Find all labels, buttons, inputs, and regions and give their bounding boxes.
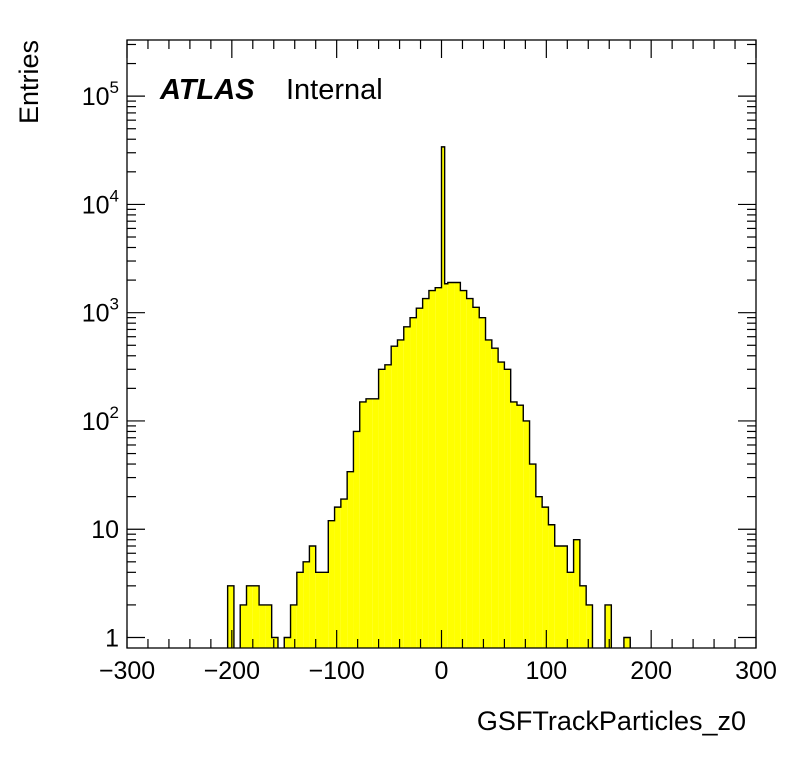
histogram-bar xyxy=(504,369,511,648)
histogram-bar xyxy=(548,524,555,648)
plot-frame xyxy=(126,39,757,649)
y-axis-title: Entries xyxy=(14,40,44,124)
histogram-bar xyxy=(309,546,316,648)
histogram-bar xyxy=(416,308,423,648)
histogram-bar xyxy=(447,282,455,648)
histogram-bar xyxy=(378,369,385,648)
histogram-bar xyxy=(271,637,278,648)
histogram-bar xyxy=(529,464,536,648)
histogram-bar-peak xyxy=(441,146,445,649)
histogram-bar xyxy=(561,546,568,648)
histogram-bar xyxy=(479,317,486,648)
histogram-bar xyxy=(397,339,404,648)
histogram-bar xyxy=(410,317,417,648)
histogram-bar xyxy=(554,546,562,648)
histogram-bar xyxy=(384,364,392,648)
histogram-bar xyxy=(567,572,574,648)
histogram-bar xyxy=(491,348,499,648)
histogram-bar xyxy=(334,507,341,648)
histogram-bar xyxy=(428,290,436,648)
histogram-outline xyxy=(226,146,631,648)
histogram-bar xyxy=(422,298,429,648)
histogram-bar xyxy=(573,539,580,648)
x-tick-label: 0 xyxy=(435,657,449,685)
histogram-bar xyxy=(296,572,304,648)
x-tick-label: −300 xyxy=(99,657,155,685)
histogram-bar xyxy=(315,572,322,648)
histogram-bar xyxy=(535,496,543,648)
histogram-bar xyxy=(523,420,530,648)
y-tick-label: 102 xyxy=(82,403,119,436)
y-tick-labels: 1 10 102 103 104 105 xyxy=(82,78,119,652)
histogram-bar xyxy=(542,507,549,648)
atlas-label: ATLAS xyxy=(159,74,255,106)
y-tick-label: 104 xyxy=(82,186,119,219)
y-tick-label: 1 xyxy=(105,625,119,653)
histogram-bar xyxy=(441,283,448,648)
histogram-bar xyxy=(240,604,247,648)
histogram-bar xyxy=(623,637,631,648)
histogram-bar xyxy=(510,401,517,648)
histogram-bar xyxy=(454,282,461,648)
histogram-bar xyxy=(265,604,272,648)
histogram-bar xyxy=(246,585,253,648)
histogram-bar xyxy=(227,585,234,648)
histogram-bar xyxy=(303,561,310,648)
histogram-bar xyxy=(516,405,524,648)
histogram-bar xyxy=(391,346,398,648)
x-tick-labels: −300 −200 −100 0 100 200 300 xyxy=(99,657,777,685)
x-tick-label: 200 xyxy=(630,657,672,685)
histogram-bar xyxy=(403,326,411,648)
histogram-bar xyxy=(252,585,260,648)
internal-label: Internal xyxy=(286,74,383,106)
histogram-bar xyxy=(460,290,467,648)
histogram-bar xyxy=(472,307,480,648)
histogram-bar xyxy=(498,362,505,648)
histogram-bar xyxy=(435,287,442,648)
histogram-bar xyxy=(347,471,354,648)
y-tick-label: 103 xyxy=(82,295,119,328)
histogram-bar xyxy=(466,298,473,648)
histogram-bar xyxy=(605,604,612,648)
histogram-bars xyxy=(226,146,631,649)
x-tick-label: −100 xyxy=(309,657,365,685)
histogram-bar xyxy=(586,604,593,648)
y-tick-label: 105 xyxy=(82,78,119,111)
x-tick-label: −200 xyxy=(204,657,260,685)
x-axis-title: GSFTrackParticles_z0 xyxy=(477,706,746,736)
histogram-bar xyxy=(259,604,266,648)
histogram-bar xyxy=(284,637,291,648)
x-tick-label: 300 xyxy=(735,657,777,685)
histogram-bar xyxy=(579,585,587,648)
histogram-bar xyxy=(328,520,335,648)
x-tick-label: 100 xyxy=(525,657,567,685)
histogram-bar xyxy=(366,398,373,648)
histogram-bar xyxy=(290,604,297,648)
histogram-bar xyxy=(353,431,360,648)
y-tick-label: 10 xyxy=(91,516,119,544)
histogram-bar xyxy=(321,572,329,648)
axis-ticks xyxy=(126,40,757,648)
histogram-bar xyxy=(359,401,367,648)
histogram-bar xyxy=(485,339,492,648)
histogram-bar xyxy=(372,398,379,648)
histogram-bar xyxy=(340,499,348,648)
